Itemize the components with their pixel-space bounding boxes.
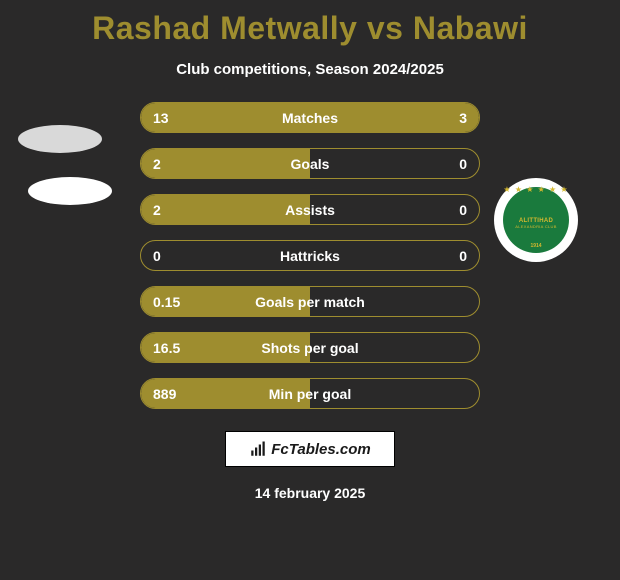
stat-row: 0.15 Goals per match [140,286,480,317]
stat-label: Goals per match [255,294,365,310]
footer-brand-text: FcTables.com [271,441,370,458]
stat-value-left: 0.15 [153,294,180,310]
stat-value-right: 3 [459,110,467,126]
page-title: Rashad Metwally vs Nabawi [0,0,620,47]
stat-label: Hattricks [280,248,340,264]
stat-value-left: 2 [153,202,161,218]
footer-date: 14 february 2025 [0,485,620,501]
ellipse-icon [28,177,112,205]
club-year: 1914 [530,243,541,249]
stat-label: Shots per goal [261,340,358,356]
team-badge-placeholder [18,118,102,160]
footer-brand-card[interactable]: FcTables.com [225,431,395,467]
subtitle: Club competitions, Season 2024/2025 [0,61,620,78]
stat-value-left: 13 [153,110,169,126]
stat-label: Goals [291,156,330,172]
stat-value-right: 0 [459,202,467,218]
stat-label: Matches [282,110,338,126]
club-stars: ★ ★ ★ ★ ★ ★ [503,185,569,194]
stat-label: Min per goal [269,386,351,402]
stat-row: 13 Matches 3 [140,102,480,133]
stat-value-right: 0 [459,156,467,172]
stat-row: 889 Min per goal [140,378,480,409]
ellipse-icon [18,125,102,153]
stat-value-left: 16.5 [153,340,180,356]
stat-value-left: 2 [153,156,161,172]
stat-fill-left [141,149,310,178]
stat-row: 2 Goals 0 [140,148,480,179]
team-badge-placeholder [28,170,112,212]
club-logo: ★ ★ ★ ★ ★ ★ ALITTIHAD ALEXANDRIA CLUB 19… [494,178,578,262]
club-sub: ALEXANDRIA CLUB [515,224,556,229]
stat-row: 16.5 Shots per goal [140,332,480,363]
chart-icon [249,440,267,458]
stat-value-left: 889 [153,386,176,402]
stat-value-left: 0 [153,248,161,264]
stat-value-right: 0 [459,248,467,264]
stat-row: 2 Assists 0 [140,194,480,225]
stat-row: 0 Hattricks 0 [140,240,480,271]
stat-label: Assists [285,202,335,218]
